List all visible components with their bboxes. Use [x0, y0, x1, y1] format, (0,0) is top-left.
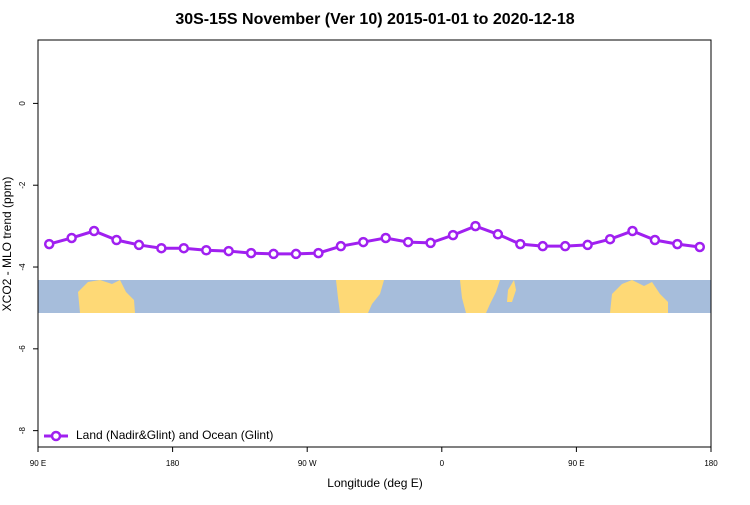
data-point — [268, 248, 279, 260]
y-tick-label: 0 — [18, 101, 27, 106]
legend-label: Land (Nadir&Glint) and Ocean (Glint) — [76, 428, 273, 442]
x-tick-label: 0 — [440, 459, 445, 468]
data-point — [582, 239, 593, 251]
data-point — [515, 238, 526, 250]
data-point — [201, 244, 212, 256]
series-line — [48, 224, 700, 256]
data-point — [133, 239, 145, 251]
data-point — [627, 225, 638, 237]
x-tick-label: 180 — [166, 459, 180, 468]
x-tick-label: 90 E — [568, 459, 584, 468]
x-tick-label: 180 — [704, 459, 718, 468]
data-point — [447, 229, 459, 241]
chart-title: 30S-15S November (Ver 10) 2015-01-01 to … — [175, 11, 574, 28]
y-tick-label: -6 — [18, 345, 27, 353]
y-axis-label: XCO2 - MLO trend (ppm) — [0, 177, 14, 312]
data-point — [178, 242, 190, 254]
x-tick-label: 90 W — [298, 459, 317, 468]
legend-marker — [50, 430, 62, 442]
data-point — [604, 233, 616, 245]
y-tick-label: -2 — [18, 181, 27, 189]
y-tick-label: -8 — [18, 427, 27, 435]
land — [336, 280, 384, 313]
data-point — [470, 220, 481, 232]
data-point — [425, 237, 436, 249]
data-point — [672, 238, 683, 250]
data-point — [43, 238, 55, 250]
data-point — [537, 240, 548, 252]
y-tick-label: -4 — [18, 263, 27, 271]
data-point — [66, 232, 77, 244]
data-point — [559, 240, 571, 252]
land — [78, 280, 135, 313]
data-point — [380, 232, 391, 244]
data-point — [290, 248, 302, 260]
data-point — [111, 234, 122, 246]
land — [460, 280, 500, 313]
land — [610, 280, 668, 313]
data-point — [402, 236, 414, 248]
land — [507, 280, 516, 302]
data-point — [335, 240, 347, 252]
x-tick-label: 90 E — [30, 459, 46, 468]
data-point — [649, 234, 661, 246]
map-band — [38, 280, 711, 313]
data-point — [313, 247, 324, 259]
x-axis-label: Longitude (deg E) — [327, 476, 422, 490]
data-point — [492, 229, 504, 240]
data-point — [223, 245, 234, 257]
data-point — [245, 247, 257, 259]
data-point — [88, 225, 100, 237]
data-point — [156, 242, 167, 254]
data-point — [694, 241, 706, 253]
plot-frame — [37, 39, 712, 448]
data-point — [358, 236, 369, 248]
